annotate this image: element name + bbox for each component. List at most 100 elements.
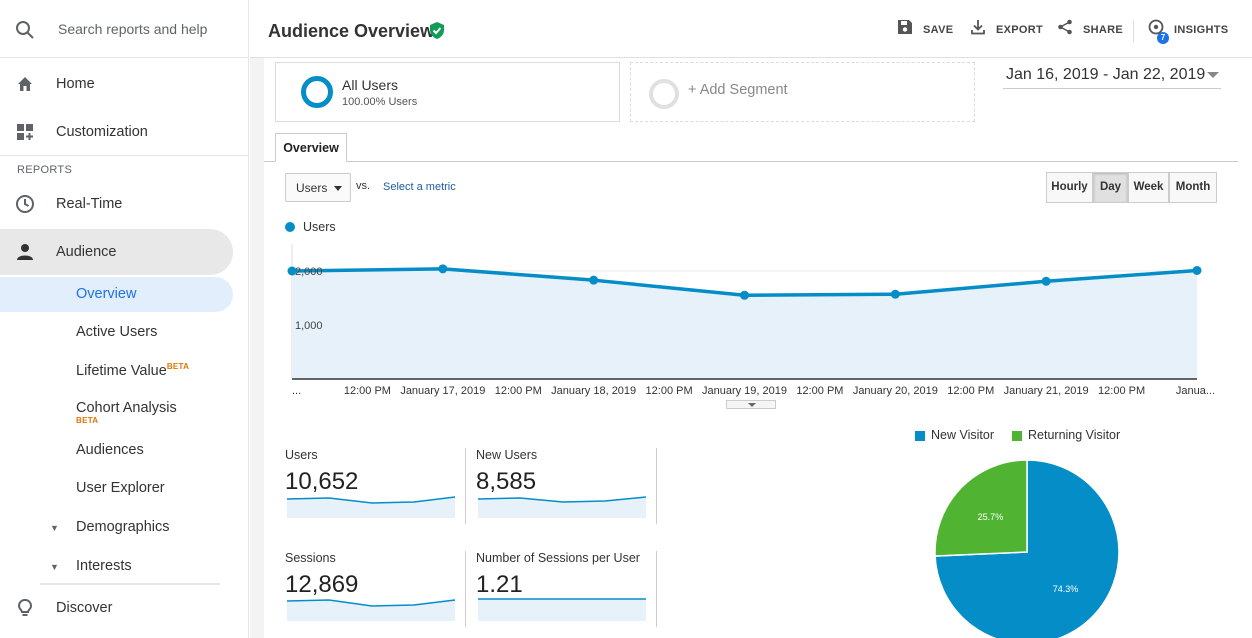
share-label: SHARE [1083, 24, 1124, 36]
metric-select[interactable]: Users [285, 173, 351, 202]
x-tick-label: January 21, 2019 [1004, 385, 1089, 397]
overview-highlight [0, 277, 233, 312]
sidebar-item-customization[interactable]: Customization [0, 110, 249, 154]
lightbulb-icon [17, 598, 33, 616]
users-line-chart: 2,000 1,000... 12:00 PM January 17, 2019 12:… [287, 244, 1215, 397]
divider [465, 448, 466, 524]
tab-overview[interactable]: Overview [275, 133, 347, 162]
content-gutter [250, 58, 264, 638]
expand-triangle-icon[interactable]: ▼ [50, 523, 59, 533]
search-bar[interactable]: Search reports and help [0, 0, 249, 58]
reports-section-label: REPORTS [17, 164, 73, 176]
sidebar-item-label: Real-Time [56, 196, 123, 212]
data-point[interactable] [438, 264, 448, 274]
sidebar-item-demographics[interactable]: Demographics [76, 519, 170, 535]
chart-collapse-toggle[interactable] [726, 400, 776, 409]
divider [1133, 20, 1134, 42]
search-input[interactable]: Search reports and help [58, 21, 208, 37]
add-segment-button[interactable]: + Add Segment [630, 62, 975, 122]
sidebar-item-label: Cohort Analysis [76, 400, 177, 416]
pie-slice-label: 25.7% [978, 512, 1004, 522]
x-tick-label: 12:00 PM [1098, 385, 1145, 397]
audience-highlight [0, 229, 233, 275]
sidebar-item-user-explorer[interactable]: User Explorer [76, 480, 165, 496]
granularity-week-button[interactable]: Week [1128, 172, 1169, 203]
divider [656, 551, 657, 627]
x-tick-label: 12:00 PM [646, 385, 693, 397]
stat-sessions: Sessions 12,869 [285, 551, 457, 631]
sidebar-item-overview[interactable]: Overview [76, 286, 137, 302]
segment-ring-icon [301, 76, 333, 108]
sidebar-item-audiences[interactable]: Audiences [76, 442, 144, 458]
data-point[interactable] [1041, 276, 1051, 286]
select-metric-link[interactable]: Select a metric [383, 181, 456, 193]
segment-percentage: 100.00% Users [342, 96, 418, 108]
granularity-month-button[interactable]: Month [1169, 172, 1217, 203]
sidebar-item-discover[interactable]: Discover [0, 586, 249, 630]
stat-label: Users [285, 448, 318, 462]
download-icon [971, 20, 985, 35]
data-point[interactable] [1192, 265, 1202, 275]
verified-shield-icon [430, 22, 444, 39]
save-icon [898, 20, 912, 34]
sidebar-item-label: Home [56, 76, 95, 92]
y-tick-label: 2,000 [295, 266, 323, 278]
save-label: SAVE [923, 24, 954, 36]
stat-label: Sessions [285, 551, 336, 565]
sidebar-item-lifetime-value[interactable]: Lifetime ValueBETA [76, 362, 189, 379]
sidebar-item-audience[interactable]: Audience [0, 230, 249, 274]
person-icon [17, 244, 33, 260]
segment-all-users[interactable]: All Users 100.00% Users [275, 62, 620, 122]
stat-sessions-per-user: Number of Sessions per User 1.21 [476, 551, 648, 631]
date-range-value: Jan 16, 2019 - Jan 22, 2019 [1006, 66, 1206, 83]
series-area [292, 268, 1197, 379]
legend-label: Returning Visitor [1028, 428, 1121, 442]
data-point[interactable] [589, 275, 599, 285]
stat-new-users: New Users 8,585 [476, 448, 648, 528]
export-label: EXPORT [996, 24, 1044, 36]
legend-label: New Visitor [931, 428, 994, 442]
home-icon [18, 77, 32, 91]
sidebar-item-realtime[interactable]: Real-Time [0, 182, 249, 226]
segment-ring-icon [649, 79, 679, 109]
expand-triangle-icon[interactable]: ▼ [50, 562, 59, 572]
divider [0, 155, 249, 156]
add-segment-label: + Add Segment [688, 82, 788, 98]
divider [40, 583, 220, 585]
legend-swatch [915, 431, 925, 441]
divider [656, 448, 657, 524]
x-tick-label: 12:00 PM [495, 385, 542, 397]
sidebar-item-home[interactable]: Home [0, 62, 249, 106]
sidebar-item-cohort-analysis[interactable]: Cohort Analysis [76, 400, 177, 416]
series-legend-marker [285, 222, 295, 232]
sessions-sparkline [287, 599, 456, 621]
date-range-picker[interactable]: Jan 16, 2019 - Jan 22, 2019 [1003, 65, 1221, 89]
tab-divider [264, 161, 1238, 162]
data-point[interactable] [740, 290, 749, 300]
page-title: Audience Overview [268, 21, 435, 41]
sidebar-item-interests[interactable]: Interests [76, 558, 132, 574]
granularity-hourly-button[interactable]: Hourly [1046, 172, 1093, 203]
sidebar-item-active-users[interactable]: Active Users [76, 324, 158, 340]
pie-slice[interactable] [934, 459, 1028, 557]
beta-badge: BETA [166, 362, 190, 371]
sidebar-item-label: Lifetime Value [76, 362, 167, 379]
dashboard-icon [17, 124, 33, 140]
pie-slice-label: 74.3% [1053, 584, 1079, 594]
search-icon[interactable] [15, 20, 35, 40]
data-point[interactable] [890, 289, 900, 299]
segment-name: All Users [342, 77, 399, 93]
divider [465, 551, 466, 627]
stat-users: Users 10,652 [285, 448, 457, 528]
x-tick-label: January 20, 2019 [853, 385, 938, 397]
sidebar-item-label: Customization [56, 124, 148, 140]
x-tick-label: ... [292, 385, 301, 397]
metric-select-value: Users [296, 181, 328, 195]
insights-label: INSIGHTS [1174, 24, 1229, 36]
x-tick-label: January 19, 2019 [702, 385, 787, 397]
stat-label: Number of Sessions per User [476, 551, 640, 565]
beta-badge: BETA [76, 416, 99, 425]
granularity-day-button[interactable]: Day [1093, 172, 1128, 203]
stat-value: 12,869 [285, 571, 359, 598]
data-point[interactable] [287, 266, 297, 276]
